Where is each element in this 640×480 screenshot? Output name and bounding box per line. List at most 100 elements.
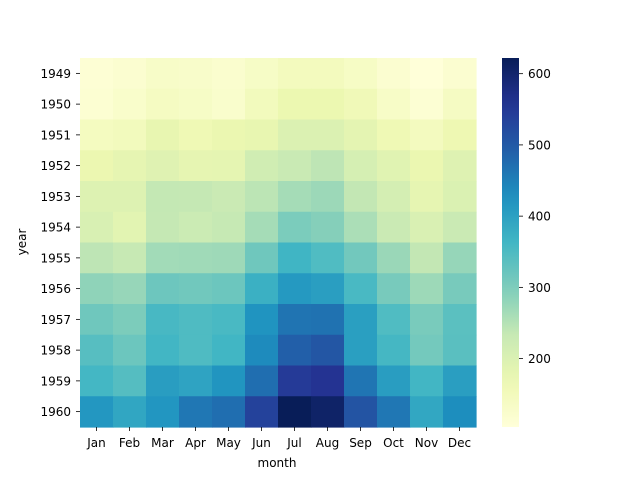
heatmap-cell — [278, 273, 312, 305]
heatmap-cell — [113, 181, 147, 213]
y-tick-label: 1960 — [40, 405, 71, 419]
heatmap-cell — [311, 211, 345, 244]
heatmap-cell — [278, 58, 312, 90]
heatmap-cell — [80, 150, 114, 182]
heatmap-cell — [245, 334, 279, 367]
heatmap-cell — [146, 119, 180, 151]
heatmap-cell — [179, 119, 213, 151]
heatmap-cell — [410, 334, 444, 367]
heatmap-cell — [212, 150, 246, 182]
heatmap-cell — [344, 304, 378, 336]
heatmap-cell — [245, 181, 279, 213]
y-tick-label: 1959 — [40, 374, 71, 388]
heatmap-cell — [278, 150, 312, 182]
heatmap-cell — [212, 211, 246, 244]
y-tick-label: 1950 — [40, 98, 71, 112]
heatmap-cell — [344, 242, 378, 274]
colorbar-tick-label: 200 — [528, 352, 551, 366]
heatmap-cell — [179, 88, 213, 121]
heatmap-cell — [443, 304, 477, 336]
heatmap-cell — [311, 304, 345, 336]
heatmap-cell — [212, 273, 246, 305]
heatmap-cell — [212, 88, 246, 121]
heatmap-cell — [212, 242, 246, 274]
heatmap-cell — [410, 304, 444, 336]
heatmap-cell — [245, 365, 279, 397]
y-tick-label: 1951 — [40, 128, 71, 142]
colorbar-tick-label: 500 — [528, 138, 551, 152]
heatmap-cell — [212, 304, 246, 336]
heatmap-cell — [344, 58, 378, 90]
heatmap-cell — [212, 334, 246, 367]
heatmap-cell — [179, 365, 213, 397]
heatmap-cell — [179, 58, 213, 90]
heatmap-cell — [443, 119, 477, 151]
heatmap-cell — [278, 334, 312, 367]
heatmap-cell — [377, 273, 411, 305]
colorbar-ticks: 200 300 400 500 600 — [519, 67, 551, 366]
heatmap-cell — [179, 181, 213, 213]
heatmap-cell — [80, 58, 114, 90]
heatmap-cell — [212, 119, 246, 151]
heatmap-cell — [146, 365, 180, 397]
heatmap-cell — [311, 88, 345, 121]
heatmap-cell — [146, 242, 180, 274]
heatmap-cell — [278, 365, 312, 397]
y-tick-label: 1952 — [40, 159, 71, 173]
heatmap-cell — [311, 119, 345, 151]
heatmap-cell — [80, 181, 114, 213]
heatmap-cell — [245, 396, 279, 428]
heatmap-cell — [443, 88, 477, 121]
colorbar-tick-label: 300 — [528, 281, 551, 295]
heatmap-cell — [80, 396, 114, 428]
heatmap-cell — [278, 242, 312, 274]
heatmap-cell — [377, 304, 411, 336]
heatmap-cell — [179, 334, 213, 367]
heatmap-cell — [245, 150, 279, 182]
heatmap-cell — [212, 181, 246, 213]
heatmap-cell — [443, 150, 477, 182]
heatmap-cell — [410, 211, 444, 244]
heatmap-cell — [377, 150, 411, 182]
heatmap-cell — [146, 150, 180, 182]
x-tick-label: Mar — [151, 436, 174, 450]
heatmap-cell — [212, 365, 246, 397]
heatmap-cell — [245, 88, 279, 121]
x-tick-label: Dec — [448, 436, 471, 450]
heatmap-cell — [443, 181, 477, 213]
heatmap-cell — [344, 365, 378, 397]
heatmap-cell — [377, 334, 411, 367]
y-axis-ticks: 1949 1950 1951 1952 1953 1954 1955 1956 1957 1958… — [40, 67, 80, 419]
heatmap-cell — [278, 119, 312, 151]
y-tick-label: 1953 — [40, 190, 71, 204]
heatmap-cell — [113, 88, 147, 121]
x-tick-label: May — [216, 436, 241, 450]
heatmap-cell — [245, 211, 279, 244]
heatmap-cell — [245, 304, 279, 336]
heatmap-cell — [344, 119, 378, 151]
y-tick-label: 1955 — [40, 251, 71, 265]
heatmap-cell — [410, 88, 444, 121]
heatmap-cell — [311, 150, 345, 182]
x-axis-label: month — [258, 456, 297, 470]
x-tick-label: Nov — [415, 436, 438, 450]
heatmap-cell — [311, 58, 345, 90]
x-tick-label: Jan — [86, 436, 106, 450]
x-tick-label: Oct — [383, 436, 404, 450]
heatmap-cell — [410, 58, 444, 90]
heatmap-cell — [377, 181, 411, 213]
colorbar-tick-label: 600 — [528, 67, 551, 81]
heatmap-cell — [443, 58, 477, 90]
heatmap-cell — [443, 242, 477, 274]
heatmap-cell — [344, 273, 378, 305]
heatmap-cell — [80, 365, 114, 397]
heatmap-cell — [410, 242, 444, 274]
heatmap-cell — [80, 334, 114, 367]
heatmap-cell — [278, 304, 312, 336]
heatmap-cell — [443, 211, 477, 244]
heatmap-cell — [344, 211, 378, 244]
heatmap-cell — [113, 242, 147, 274]
x-tick-label: Aug — [316, 436, 339, 450]
heatmap-cell — [344, 88, 378, 121]
